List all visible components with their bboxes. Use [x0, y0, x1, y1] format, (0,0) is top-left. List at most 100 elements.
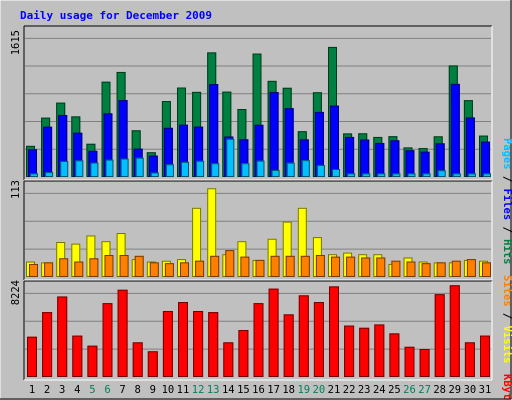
bar-pages: [165, 164, 174, 178]
bar-pages-fill: [90, 162, 99, 177]
bar-kbytes-edge: [223, 342, 234, 378]
bar-pages: [271, 169, 280, 178]
bar-pages-edge: [286, 162, 295, 177]
bar-pages: [45, 172, 54, 177]
bar-kbytes-edge: [283, 314, 294, 378]
bar-pages-edge: [90, 162, 99, 178]
bar-sites-edge: [361, 257, 371, 277]
bar-pages: [392, 173, 401, 177]
bar-pages-fill: [407, 173, 416, 177]
bar-sites-edge: [164, 263, 174, 278]
bar-sites-edge: [104, 255, 114, 278]
bar-pages-fill: [196, 160, 205, 177]
x-tick-label: 1: [29, 384, 35, 396]
bar-sites: [44, 262, 54, 277]
bar-pages-fill: [467, 173, 476, 177]
x-tick-label: 24: [373, 384, 386, 396]
bar-pages: [196, 160, 205, 177]
x-tick-label: 15: [237, 384, 250, 396]
bar-pages-fill: [30, 173, 38, 177]
bar-files-fill: [435, 143, 445, 177]
bar-kbytes-edge: [480, 335, 490, 377]
bar-files: [405, 150, 415, 177]
bar-kbytes-fill: [283, 314, 294, 377]
bar-kbytes-fill: [313, 302, 324, 377]
bar-pages-edge: [392, 173, 401, 177]
bar-sites-edge: [255, 259, 265, 277]
bar-kbytes: [449, 285, 460, 378]
bar-pages-fill: [45, 172, 54, 177]
bar-sites-fill: [300, 255, 310, 277]
x-tick-label: 17: [267, 384, 280, 396]
bar-kbytes: [42, 312, 53, 377]
bar-kbytes-fill: [147, 351, 158, 377]
bar-kbytes-edge: [434, 294, 445, 377]
bar-kbytes-edge: [87, 345, 98, 377]
bar-kbytes-edge: [208, 312, 219, 377]
bar-pages-fill: [271, 169, 280, 177]
bar-sites-fill: [180, 262, 189, 277]
bar-pages-edge: [437, 170, 446, 177]
bar-files-fill: [58, 115, 68, 177]
bar-pages-edge: [271, 169, 280, 178]
bar-sites: [421, 263, 431, 278]
bar-kbytes: [374, 324, 385, 377]
svg-text:Pages / Files / Hits: Pages / Files / Hits: [501, 138, 512, 264]
bar-files-fill: [314, 111, 324, 177]
bar-pages: [316, 164, 325, 177]
bar-pages-fill: [60, 160, 69, 177]
bar-pages-edge: [467, 173, 476, 177]
x-tick-label: 2: [44, 384, 50, 396]
bar-sites-edge: [376, 257, 386, 277]
bar-sites-fill: [134, 255, 144, 277]
x-tick-label: 31: [479, 384, 492, 396]
bar-sites: [74, 261, 84, 278]
bar-pages-fill: [120, 158, 129, 177]
x-tick-label: 27: [418, 384, 431, 396]
bar-sites: [210, 255, 220, 277]
bar-pages-edge: [332, 168, 340, 178]
bar-files: [450, 83, 460, 177]
bar-kbytes-edge: [72, 335, 83, 377]
bar-sites: [119, 255, 129, 278]
bar-hits-fill: [252, 53, 262, 177]
bar-kbytes-fill: [298, 295, 309, 377]
x-tick-label: 14: [222, 384, 235, 396]
x-tick-label: 8: [135, 384, 141, 396]
bar-pages: [437, 170, 446, 177]
bar-pages: [241, 163, 250, 177]
bar-kbytes: [344, 325, 355, 378]
bar-files-fill: [103, 113, 113, 177]
bar-pages-fill: [316, 164, 325, 177]
bar-pages-fill: [483, 173, 491, 177]
x-tick-label: 22: [343, 384, 356, 396]
bar-files-fill: [239, 139, 249, 177]
bar-pages-edge: [45, 172, 54, 177]
bar-kbytes-fill: [434, 294, 445, 377]
legend-files: Files: [501, 189, 512, 221]
legend-visits: Visits: [501, 326, 512, 364]
bar-kbytes-fill: [42, 312, 53, 377]
bar-files-fill: [194, 126, 204, 177]
bar-files: [375, 142, 385, 178]
bar-kbytes-fill: [27, 336, 37, 377]
bar-pages-fill: [347, 173, 356, 177]
bar-sites-fill: [29, 263, 38, 277]
x-tick-label: 19: [297, 384, 310, 396]
bar-files: [420, 151, 430, 177]
bar-sites-fill: [89, 258, 99, 277]
legend-hits-files-pages: Pages / Files / Hits: [501, 138, 512, 264]
bar-files: [481, 141, 490, 178]
bar-kbytes-edge: [193, 310, 204, 377]
bar-files: [28, 149, 37, 177]
bar-pages-fill: [437, 170, 446, 177]
x-tick-label: 28: [433, 384, 446, 396]
bar-pages: [407, 173, 416, 177]
bar-sites: [29, 263, 38, 277]
bar-sites: [89, 258, 99, 277]
bar-sites-fill: [225, 250, 235, 277]
bar-sites-edge: [270, 255, 280, 277]
bar-kbytes: [178, 302, 188, 378]
bar-pages: [452, 173, 461, 177]
bar-kbytes-fill: [193, 310, 204, 377]
